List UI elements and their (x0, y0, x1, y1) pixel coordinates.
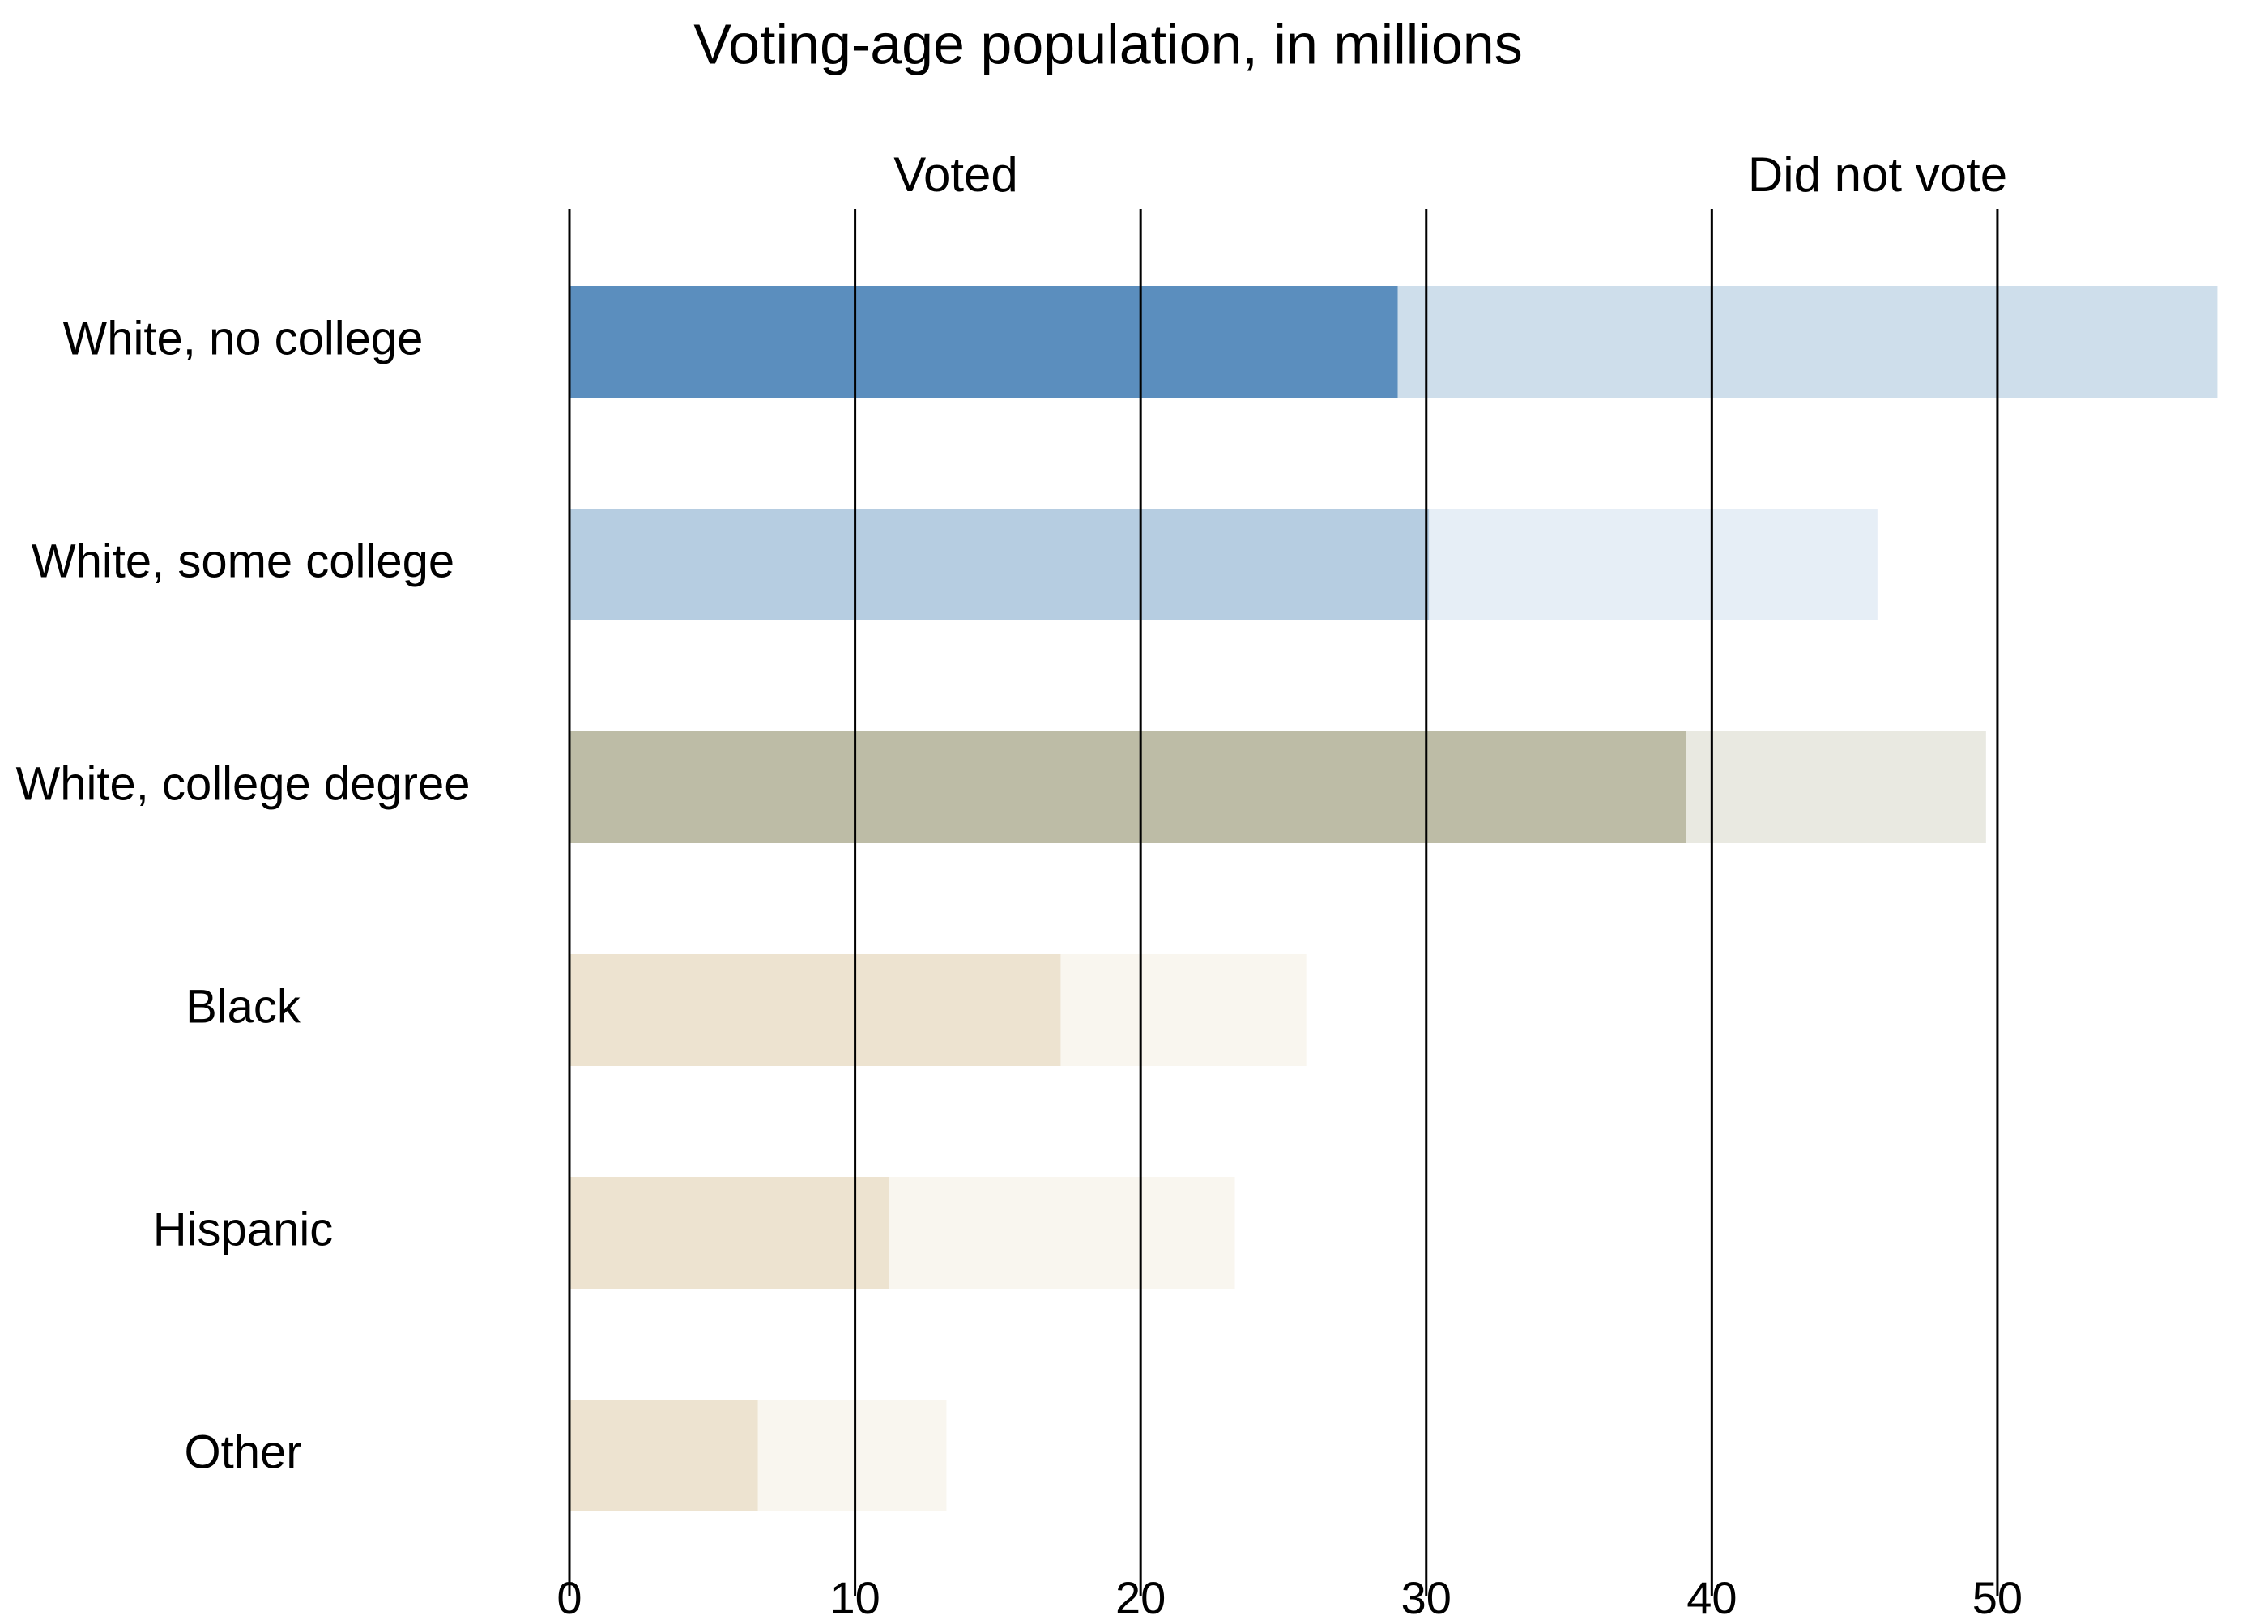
bar-did-not-vote-white-no-college (1397, 286, 2218, 398)
bars-layer (569, 286, 2218, 1511)
x-tick-label-40: 40 (1686, 1572, 1737, 1620)
series-label-did-not-vote: Did not vote (1748, 147, 2007, 202)
x-tick-label-50: 50 (1972, 1572, 2023, 1620)
x-tick-label-30: 30 (1401, 1572, 1452, 1620)
bar-voted-other (569, 1400, 758, 1511)
bar-did-not-vote-white-some-college (1429, 509, 1878, 620)
category-label-other: Other (184, 1426, 301, 1478)
x-tick-labels-layer: 0 10 20 30 40 50 (556, 1572, 2023, 1623)
bar-voted-white-no-college (569, 286, 1398, 398)
x-tick-label-0: 0 (556, 1572, 582, 1620)
category-label-white-college-degree: White, college degree (16, 757, 471, 810)
category-label-white-some-college: White, some college (32, 535, 454, 587)
bar-did-not-vote-hispanic (889, 1177, 1235, 1289)
bar-did-not-vote-white-college-degree (1686, 731, 1986, 843)
category-labels-layer: White, no college White, some college Whit… (16, 312, 471, 1478)
grid-layer (568, 209, 1999, 1596)
category-label-black: Black (185, 980, 301, 1033)
bar-voted-white-some-college (569, 509, 1430, 620)
x-tick-label-10: 10 (829, 1572, 880, 1620)
bar-did-not-vote-other (757, 1400, 947, 1511)
category-label-hispanic: Hispanic (153, 1203, 333, 1255)
bar-voted-hispanic (569, 1177, 889, 1289)
bar-voted-white-college-degree (569, 731, 1686, 843)
bar-voted-black (569, 954, 1061, 1066)
chart-title: Voting-age population, in millions (693, 12, 1522, 75)
bar-did-not-vote-black (1060, 954, 1307, 1066)
series-label-voted: Voted (893, 147, 1018, 202)
category-label-white-no-college: White, no college (63, 312, 424, 364)
x-tick-label-20: 20 (1115, 1572, 1166, 1620)
